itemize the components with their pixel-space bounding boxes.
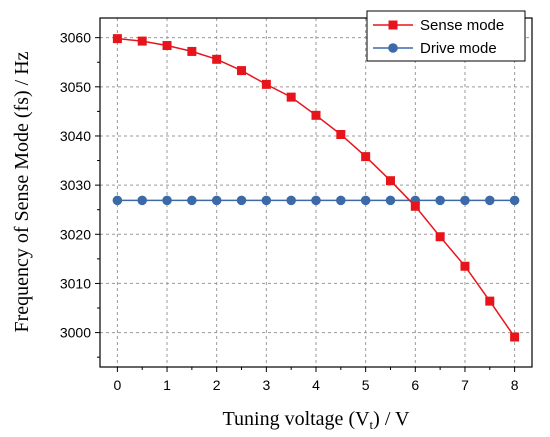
legend-sense-marker	[388, 20, 398, 30]
data-point	[237, 66, 247, 76]
data-point	[261, 79, 271, 89]
data-point	[162, 195, 172, 206]
y-tick-label: 3010	[60, 275, 91, 291]
data-point	[112, 195, 123, 206]
data-point	[460, 261, 470, 271]
y-tick-label: 3040	[60, 128, 91, 144]
data-point	[187, 195, 197, 206]
legend-drive-marker	[388, 43, 398, 53]
data-point	[385, 195, 396, 206]
x-tick-label: 6	[411, 377, 419, 393]
x-tick-label: 2	[213, 377, 221, 393]
data-point	[187, 46, 197, 56]
data-point	[510, 332, 520, 342]
x-tick-label: 3	[262, 377, 270, 393]
data-point	[311, 195, 321, 206]
x-tick-label: 4	[312, 377, 320, 393]
data-point	[336, 129, 346, 139]
data-point	[311, 110, 321, 120]
y-tick-label: 3020	[60, 226, 91, 242]
data-point	[484, 195, 495, 206]
data-point	[211, 195, 222, 206]
data-point	[212, 54, 222, 64]
data-point	[435, 195, 445, 206]
y-tick-label: 3060	[60, 30, 91, 46]
data-point	[460, 195, 470, 206]
series	[112, 34, 520, 342]
data-point	[485, 296, 495, 306]
legend-drive-label: Drive mode	[420, 40, 497, 57]
x-tick-label: 7	[461, 377, 469, 393]
data-point	[509, 195, 520, 206]
data-point	[361, 152, 371, 162]
axis-ticks: 0 1 2 3 4 5 6 7 8 3000 3010 3020 3030 3040 3050 3060	[60, 30, 519, 393]
data-point	[137, 195, 148, 206]
legend-sense-label: Sense mode	[420, 17, 504, 34]
grid	[100, 18, 532, 367]
data-point	[435, 232, 445, 242]
legend: Sense mode Drive mode	[366, 10, 526, 62]
data-point	[360, 195, 371, 206]
x-tick-label: 0	[113, 377, 121, 393]
data-point	[385, 176, 395, 186]
y-tick-label: 3000	[60, 325, 91, 341]
data-point	[410, 201, 420, 211]
y-tick-label: 3050	[60, 79, 91, 95]
data-point	[261, 195, 272, 206]
x-axis-label: Tuning voltage (Vt) / V	[223, 408, 411, 432]
x-tick-label: 8	[511, 377, 519, 393]
y-axis-label: Frequency of Sense Mode (fs) / Hz	[11, 51, 33, 332]
data-point	[286, 92, 296, 102]
data-point	[236, 195, 247, 206]
x-tick-label: 5	[362, 377, 370, 393]
x-tick-label: 1	[163, 377, 171, 393]
data-point	[137, 36, 147, 46]
data-point	[112, 34, 122, 44]
data-point	[162, 41, 172, 51]
y-tick-label: 3030	[60, 177, 91, 193]
data-point	[336, 195, 346, 206]
data-point	[286, 195, 296, 206]
